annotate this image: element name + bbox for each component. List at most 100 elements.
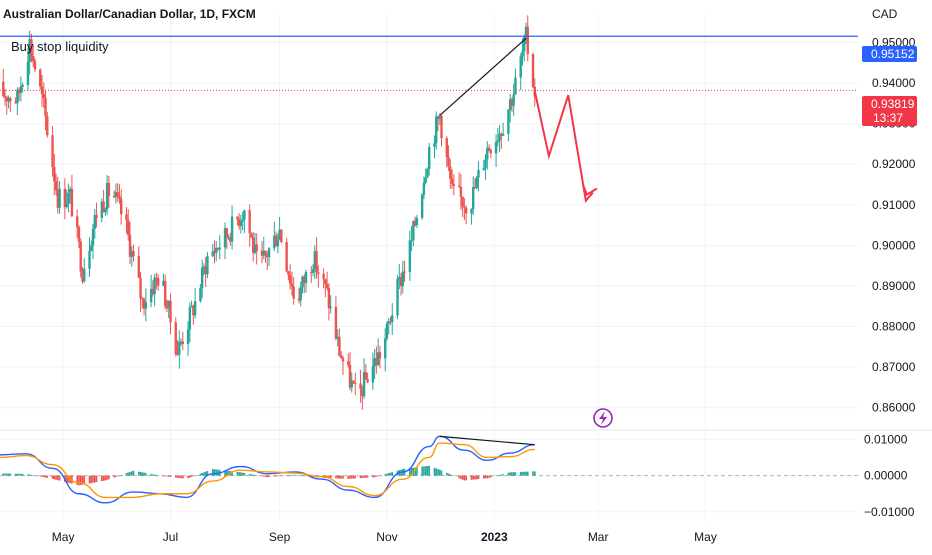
candle [287, 270, 290, 281]
candle [141, 296, 144, 309]
candle [144, 288, 148, 322]
histogram-bar [268, 475, 270, 478]
histogram-bar [167, 475, 170, 477]
candle [76, 209, 79, 239]
histogram-bar [238, 472, 240, 476]
candle [236, 216, 239, 226]
candle [130, 246, 133, 267]
histogram-bar [526, 471, 529, 476]
candle [514, 68, 517, 96]
lightning-icon[interactable] [593, 408, 613, 428]
candle [304, 269, 308, 293]
histogram-bar [451, 475, 453, 476]
candle [422, 176, 426, 199]
histogram-bar [289, 475, 291, 476]
histogram-bar [275, 475, 277, 477]
candle [19, 76, 23, 102]
candle [230, 205, 234, 250]
histogram-bar [174, 475, 177, 478]
histogram-bar [266, 475, 269, 478]
histogram-bar [194, 475, 196, 477]
candle [433, 135, 436, 159]
projection-path[interactable] [533, 90, 594, 203]
histogram-bar [387, 473, 390, 476]
histogram-bar [377, 475, 379, 477]
histogram-bar [139, 471, 142, 476]
histogram-bar [27, 474, 29, 476]
histogram-bar [488, 475, 490, 478]
candle [378, 345, 382, 369]
symbol-title[interactable]: Australian Dollar/Canadian Dollar, 1D, F… [3, 7, 256, 21]
histogram-bar [94, 475, 96, 483]
histogram-bar [437, 469, 439, 476]
macd-divergence-line[interactable] [439, 435, 535, 446]
candle [79, 238, 82, 278]
candle [290, 271, 294, 296]
candle [413, 216, 417, 227]
candle [32, 44, 35, 68]
histogram-bar [213, 469, 216, 476]
histogram-bar [465, 475, 467, 481]
histogram-bar [4, 473, 6, 476]
histogram-bar [189, 475, 191, 478]
candle [526, 15, 529, 62]
candle [28, 30, 31, 75]
candle [90, 240, 93, 252]
candle [334, 296, 338, 341]
histogram-bar [463, 475, 466, 481]
candle [336, 329, 339, 347]
candle [361, 385, 364, 410]
histogram-bar [78, 475, 80, 486]
histogram-bar [118, 475, 121, 477]
candle [105, 175, 109, 215]
candle [2, 68, 5, 98]
histogram-bar [497, 475, 499, 477]
histogram-bar [162, 475, 165, 477]
candle [9, 96, 12, 112]
histogram-bar [39, 475, 42, 477]
trend-line[interactable] [439, 37, 527, 116]
candle [67, 183, 70, 213]
candle [524, 22, 528, 45]
histogram-bar [416, 467, 418, 476]
candle [155, 272, 158, 290]
histogram-bar [206, 471, 209, 476]
candle [477, 161, 480, 192]
candle [315, 237, 318, 279]
candle [313, 245, 316, 279]
candle [452, 174, 456, 196]
histogram-bar [204, 471, 207, 476]
candle [403, 260, 406, 282]
buy-stop-liquidity-label: Buy stop liquidity [11, 39, 109, 54]
histogram-bar [187, 475, 189, 479]
candle [153, 274, 156, 307]
candle [472, 176, 475, 216]
histogram-bar [120, 474, 122, 476]
histogram-bar [280, 475, 283, 477]
histogram-bar [298, 475, 300, 476]
histogram-bar [145, 472, 147, 476]
histogram-bar [88, 475, 91, 484]
candle [487, 144, 491, 152]
candle [181, 331, 184, 351]
histogram-bar [227, 470, 230, 476]
countdown-tag-text: 13:37 [873, 111, 903, 125]
candle [128, 222, 132, 265]
histogram-bar [386, 473, 388, 476]
histogram-bar [359, 475, 362, 479]
histogram-bar [79, 475, 82, 486]
currency-label: CAD [872, 7, 898, 21]
candle [248, 204, 251, 247]
candle [120, 189, 123, 225]
histogram-bar [104, 475, 107, 481]
candle [512, 83, 515, 116]
histogram-bar [16, 473, 19, 476]
candle [494, 134, 498, 167]
histogram-bar [299, 475, 302, 476]
candle [68, 186, 72, 204]
candle [21, 82, 24, 93]
histogram-bar [58, 475, 61, 481]
candle [310, 266, 313, 283]
